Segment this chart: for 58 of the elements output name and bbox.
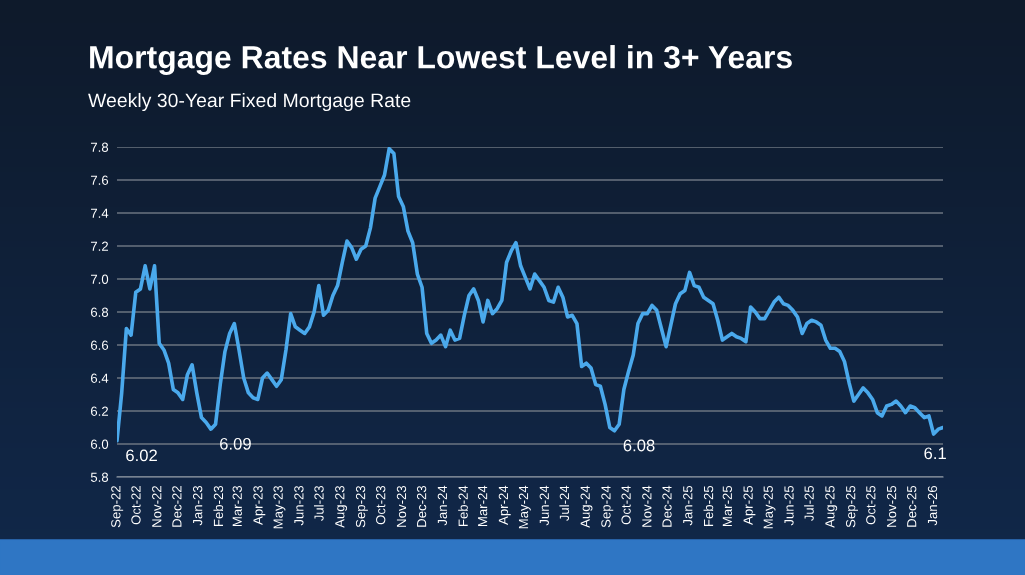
x-tick-label: Oct-22 <box>131 485 141 525</box>
chart-title: Mortgage Rates Near Lowest Level in 3+ Years <box>90 45 792 75</box>
x-tick-label: Mar-24 <box>477 485 488 527</box>
x-tick-label: Feb-24 <box>458 485 468 527</box>
x-tick-label: Nov-25 <box>886 485 897 527</box>
y-tick-label: 7.6 <box>91 175 109 185</box>
x-tick-label: Dec-23 <box>416 485 427 527</box>
y-tick-label: 6.2 <box>91 406 109 416</box>
y-tick-label: 6.8 <box>91 307 109 317</box>
x-tick-label: Jun-24 <box>539 485 549 526</box>
x-tick-label: Dec-25 <box>907 485 917 527</box>
x-tick-label: Oct-24 <box>621 485 631 525</box>
x-tick-label: Jan-24 <box>437 485 448 526</box>
x-tick-label: Mar-25 <box>722 485 732 527</box>
x-tick-label: Sep-22 <box>111 485 124 528</box>
x-tick-label: Apr-24 <box>498 485 511 525</box>
y-tick-label: 5.8 <box>90 472 109 482</box>
x-tick-label: Nov-23 <box>396 485 407 527</box>
annotation: 6.08 <box>623 439 655 452</box>
x-tick-label: Oct-23 <box>376 485 386 525</box>
chart-subtitle: Weekly 30-Year Fixed Mortgage Rate <box>88 92 411 112</box>
x-tick-label: Jun-23 <box>294 485 304 526</box>
x-tick-label: Apr-23 <box>253 485 266 525</box>
x-tick-label: Mar-23 <box>232 485 242 527</box>
x-tick-label: Sep-24 <box>601 485 614 528</box>
x-tick-label: May-24 <box>518 485 531 529</box>
x-tick-label: Sep-23 <box>355 485 368 528</box>
x-tick-label: Jan-26 <box>927 485 938 526</box>
y-tick-label: 6.0 <box>91 439 109 449</box>
x-tick-label: Nov-24 <box>642 485 652 527</box>
y-tick-label: 7.8 <box>91 142 109 152</box>
x-tick-label: Feb-25 <box>703 485 714 527</box>
y-tick-label: 6.6 <box>91 340 109 350</box>
x-tick-label: Apr-25 <box>743 485 756 525</box>
x-tick-label: Oct-25 <box>866 485 876 525</box>
x-tick-label: Aug-24 <box>580 485 593 528</box>
y-tick-label: 7.2 <box>91 241 109 251</box>
x-tick-label: May-23 <box>273 485 286 529</box>
x-tick-label: Feb-23 <box>213 485 224 527</box>
annotation: 6.02 <box>126 449 157 462</box>
x-tick-label: Dec-24 <box>662 485 672 527</box>
x-tick-label: Jan-25 <box>683 485 693 526</box>
y-tick-label: 7.4 <box>91 208 109 218</box>
x-tick-label: Jan-23 <box>192 485 203 526</box>
x-tick-label: Dec-22 <box>172 485 182 527</box>
y-tick-label: 6.4 <box>91 373 109 383</box>
annotation: 6.09 <box>220 437 251 450</box>
x-tick-label: Aug-23 <box>335 485 348 528</box>
x-tick-label: Aug-25 <box>825 485 838 528</box>
x-tick-label: May-25 <box>763 485 776 529</box>
x-tick-label: Jun-25 <box>784 485 794 526</box>
x-tick-label: Jul-24 <box>559 485 570 522</box>
y-tick-label: 7.0 <box>91 274 109 284</box>
x-tick-label: Jul-25 <box>804 485 814 522</box>
x-tick-label: Sep-25 <box>846 485 858 528</box>
annotation: 6.1 <box>924 447 946 460</box>
x-tick-label: Jul-23 <box>314 485 324 522</box>
x-tick-label: Nov-22 <box>152 485 162 527</box>
